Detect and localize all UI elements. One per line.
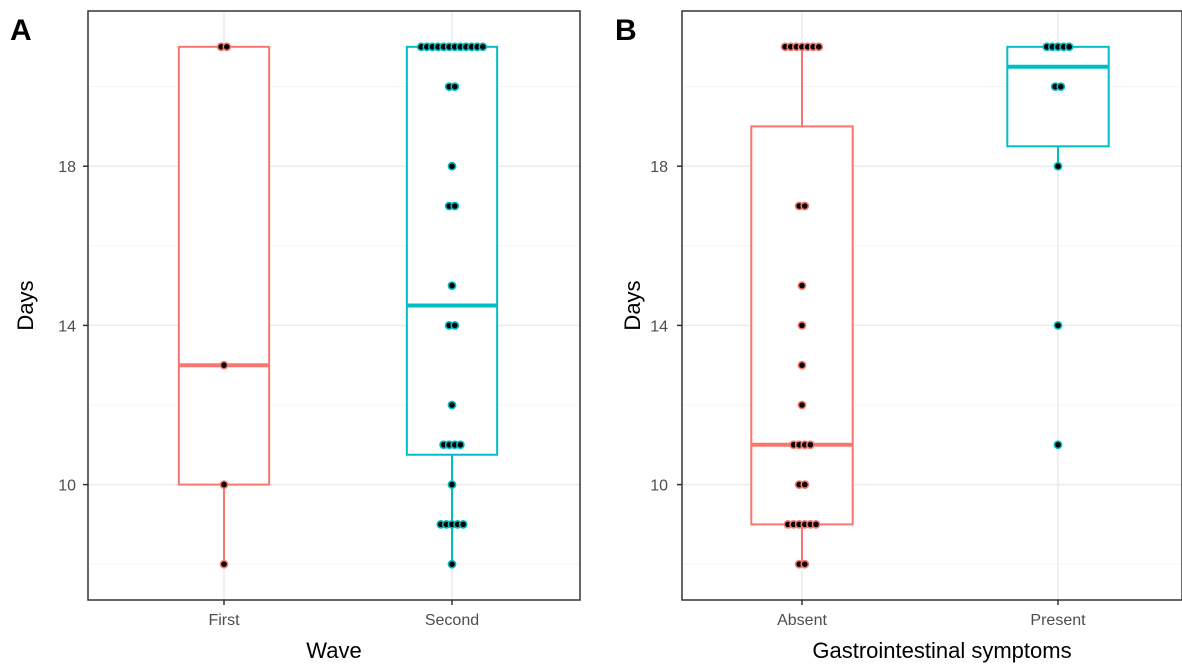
data-point: [800, 559, 810, 569]
data-point: [450, 320, 460, 330]
data-point: [222, 42, 232, 52]
data-point: [447, 161, 457, 171]
data-point: [797, 281, 807, 291]
data-point: [797, 360, 807, 370]
x-tick-label: First: [208, 612, 240, 629]
data-point: [1053, 161, 1063, 171]
data-point: [447, 559, 457, 569]
data-point: [797, 320, 807, 330]
x-tick-label: Second: [425, 612, 479, 629]
panel-border: [87, 10, 581, 601]
y-tick-label: 10: [650, 478, 668, 495]
iqr-box: [405, 45, 499, 456]
data-point: [814, 42, 824, 52]
y-tick-label: 14: [58, 318, 76, 335]
data-point: [447, 281, 457, 291]
data-point: [219, 559, 229, 569]
x-tick-label: Absent: [777, 612, 827, 629]
data-point: [478, 42, 488, 52]
data-point: [1053, 440, 1063, 450]
x-tick-label: Present: [1030, 612, 1086, 629]
y-axis-title: Days: [13, 280, 38, 330]
data-point: [797, 400, 807, 410]
y-axis-title: Days: [620, 280, 645, 330]
panel-letter: B: [615, 14, 637, 47]
data-point: [219, 360, 229, 370]
data-point: [1064, 42, 1074, 52]
y-tick-label: 10: [58, 478, 76, 495]
data-point: [800, 201, 810, 211]
y-tick-label: 18: [58, 159, 76, 176]
panel-letter: A: [10, 14, 32, 47]
data-point: [1053, 320, 1063, 330]
data-point: [447, 480, 457, 489]
panel-a: 10 14 18 First Second Wave Days A: [10, 10, 581, 663]
data-point: [455, 440, 465, 450]
x-axis-title: Gastrointestinal symptoms: [812, 638, 1071, 663]
data-point: [800, 480, 810, 489]
data-point: [458, 519, 468, 529]
y-tick-label: 18: [650, 159, 668, 176]
data-point: [450, 201, 460, 211]
x-axis-title: Wave: [306, 638, 361, 663]
data-point: [1056, 82, 1066, 92]
data-point: [447, 400, 457, 410]
plot-area: [88, 11, 580, 600]
y-tick-label: 14: [650, 318, 668, 335]
data-point: [811, 519, 821, 529]
box-present: [1006, 45, 1110, 167]
data-point: [219, 480, 229, 489]
iqr-box: [177, 45, 271, 486]
data-point: [450, 82, 460, 92]
panel-border: [681, 10, 1182, 601]
panel-b: 10 14 18 Absent Present Gastrointestinal symp…: [615, 10, 1182, 663]
data-point: [806, 440, 815, 450]
iqr-box: [1006, 45, 1110, 148]
